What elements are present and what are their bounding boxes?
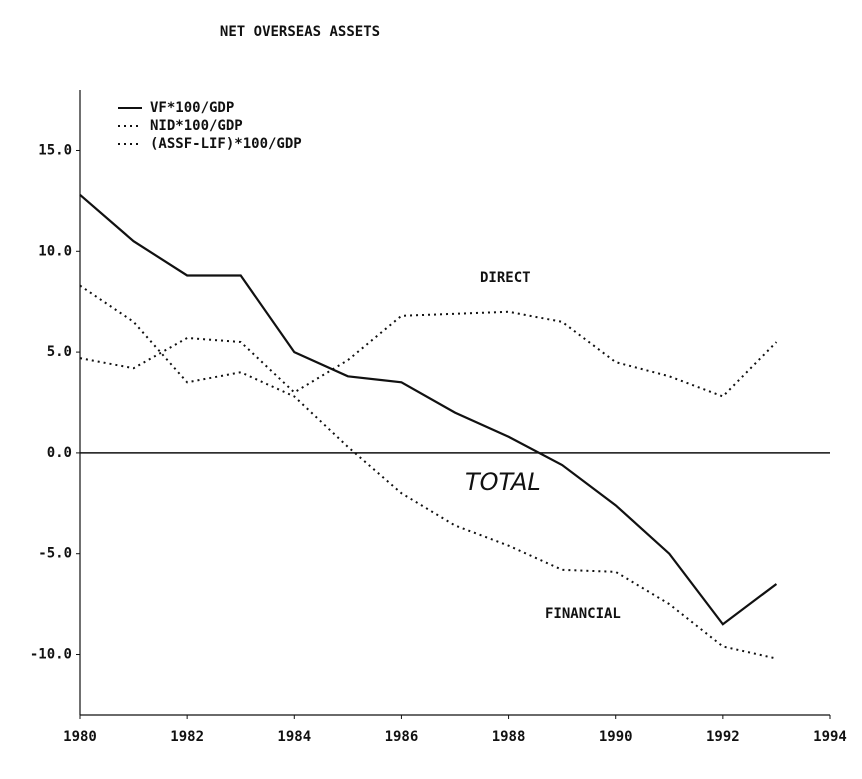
y-tick-label: -10.0: [30, 647, 72, 663]
x-tick-label: 1984: [277, 729, 311, 745]
x-tick-label: 1988: [492, 729, 526, 745]
chart-title: NET OVERSEAS ASSETS: [220, 24, 380, 40]
legend-label: (ASSF-LIF)*100/GDP: [150, 136, 302, 152]
annotation: TOTAL: [465, 468, 541, 496]
y-tick-label: 10.0: [38, 243, 72, 259]
y-tick-label: -5.0: [38, 546, 72, 562]
annotation: FINANCIAL: [545, 606, 621, 622]
series-line: [79, 284, 777, 660]
y-tick-label: 0.0: [47, 445, 72, 461]
y-tick-label: 15.0: [38, 142, 72, 158]
x-tick-label: 1992: [706, 729, 740, 745]
y-tick-label: 5.0: [47, 344, 72, 360]
legend-label: VF*100/GDP: [150, 100, 234, 116]
x-tick-label: 1980: [63, 729, 97, 745]
series-line: [79, 310, 778, 398]
series-line: [79, 194, 778, 626]
legend-label: NID*100/GDP: [150, 118, 243, 134]
annotation: DIRECT: [480, 270, 531, 286]
x-tick-label: 1986: [385, 729, 419, 745]
x-tick-label: 1994: [813, 729, 847, 745]
x-tick-label: 1982: [170, 729, 204, 745]
x-tick-label: 1990: [599, 729, 633, 745]
